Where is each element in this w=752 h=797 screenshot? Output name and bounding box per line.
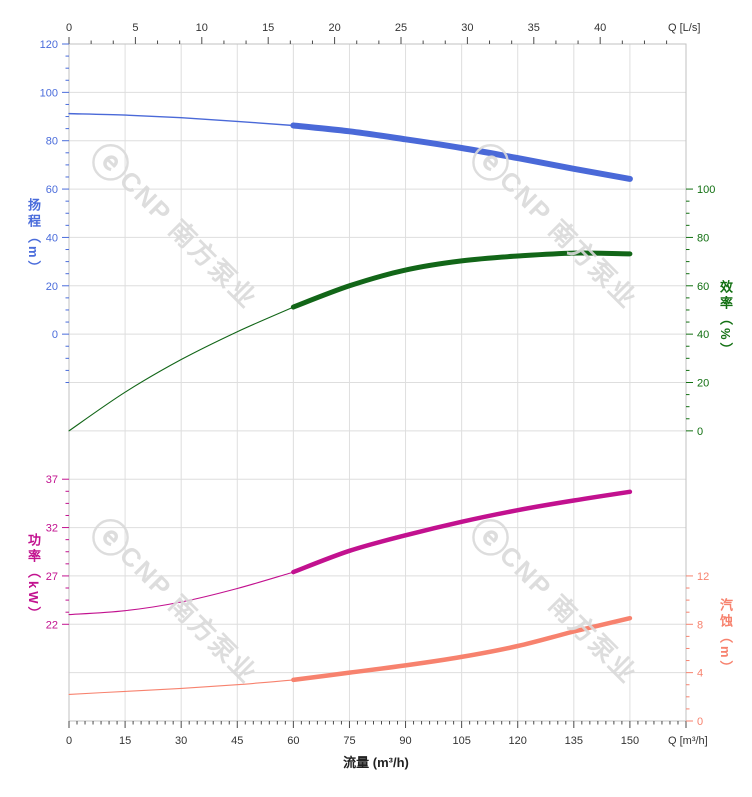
- svg-text:20: 20: [46, 281, 58, 293]
- svg-text:75: 75: [343, 735, 355, 747]
- svg-text:100: 100: [697, 184, 715, 196]
- svg-text:22: 22: [46, 619, 58, 631]
- svg-text:5: 5: [132, 22, 138, 34]
- svg-text:30: 30: [461, 22, 473, 34]
- svg-text:0: 0: [697, 716, 703, 728]
- power-axis-title: 功率（kW）: [26, 533, 41, 623]
- svg-text:60: 60: [697, 281, 709, 293]
- svg-text:15: 15: [119, 735, 131, 747]
- svg-text:135: 135: [565, 735, 583, 747]
- eff-axis: 100 80 60 40 20 0: [686, 184, 715, 438]
- svg-text:60: 60: [287, 735, 299, 747]
- svg-text:Q [m³/h]: Q [m³/h]: [668, 735, 708, 747]
- svg-text:100: 100: [40, 87, 58, 99]
- npsh-axis-title: 汽蚀（m）: [718, 598, 733, 677]
- svg-text:25: 25: [395, 22, 407, 34]
- svg-text:60: 60: [46, 184, 58, 196]
- bottom-axis: 0 15 30 45 60 75 90 105 120 135 150 Q [m³/h]: [66, 721, 708, 747]
- svg-text:0: 0: [52, 329, 58, 341]
- svg-text:150: 150: [621, 735, 639, 747]
- svg-text:32: 32: [46, 523, 58, 535]
- svg-text:20: 20: [328, 22, 340, 34]
- svg-text:10: 10: [196, 22, 208, 34]
- head-axis-title: 扬程（m）: [26, 198, 41, 277]
- power-curve: [68, 489, 633, 616]
- svg-text:37: 37: [46, 474, 58, 486]
- head-axis: 120 100 80 60 40 20 0: [40, 39, 69, 384]
- svg-text:0: 0: [66, 22, 72, 34]
- svg-text:40: 40: [697, 329, 709, 341]
- svg-text:105: 105: [452, 735, 470, 747]
- svg-text:120: 120: [40, 39, 58, 51]
- svg-text:8: 8: [697, 619, 703, 631]
- svg-text:4: 4: [697, 668, 703, 680]
- grid: [69, 44, 686, 721]
- svg-text:30: 30: [175, 735, 187, 747]
- svg-text:0: 0: [66, 735, 72, 747]
- svg-text:12: 12: [697, 571, 709, 583]
- power-axis: 37 32 27 22: [46, 474, 69, 631]
- flow-axis-title: 流量 (m³/h): [343, 755, 409, 770]
- efficiency-curve: [68, 250, 633, 432]
- svg-text:80: 80: [46, 136, 58, 148]
- svg-text:80: 80: [697, 232, 709, 244]
- svg-text:40: 40: [594, 22, 606, 34]
- svg-text:45: 45: [231, 735, 243, 747]
- npsh-curve: [68, 615, 633, 695]
- svg-text:Q [L/s]: Q [L/s]: [668, 22, 700, 34]
- top-axis: 0 5 10 15 20 25 30 35 40 Q [L/s]: [66, 22, 700, 44]
- svg-text:27: 27: [46, 571, 58, 583]
- svg-text:40: 40: [46, 232, 58, 244]
- npsh-axis: 12 8 4 0: [686, 571, 709, 728]
- svg-text:15: 15: [262, 22, 274, 34]
- svg-text:20: 20: [697, 378, 709, 390]
- svg-text:120: 120: [509, 735, 527, 747]
- svg-text:90: 90: [399, 735, 411, 747]
- efficiency-axis-title: 效率（%）: [718, 280, 733, 359]
- svg-text:0: 0: [697, 426, 703, 438]
- svg-text:35: 35: [528, 22, 540, 34]
- head-curve: [68, 112, 633, 182]
